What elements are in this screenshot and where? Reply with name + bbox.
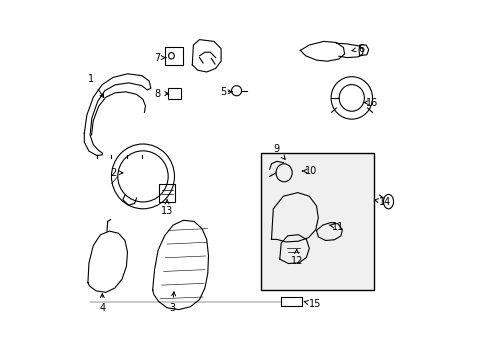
- Bar: [260, 153, 373, 290]
- Text: 3: 3: [169, 292, 175, 313]
- Text: 1: 1: [88, 74, 103, 98]
- Text: 4: 4: [99, 294, 105, 313]
- Text: 13: 13: [161, 200, 173, 216]
- Text: 10: 10: [302, 166, 317, 176]
- Text: 15: 15: [304, 299, 320, 309]
- Text: 2: 2: [110, 168, 122, 178]
- Text: 12: 12: [290, 249, 302, 266]
- Text: 14: 14: [374, 197, 390, 207]
- Text: 16: 16: [363, 98, 378, 108]
- Text: 11: 11: [328, 222, 344, 232]
- Text: 6: 6: [351, 44, 364, 54]
- Text: 7: 7: [154, 53, 166, 63]
- Text: 8: 8: [154, 89, 168, 99]
- Text: 9: 9: [273, 144, 285, 159]
- Text: 5: 5: [219, 87, 232, 97]
